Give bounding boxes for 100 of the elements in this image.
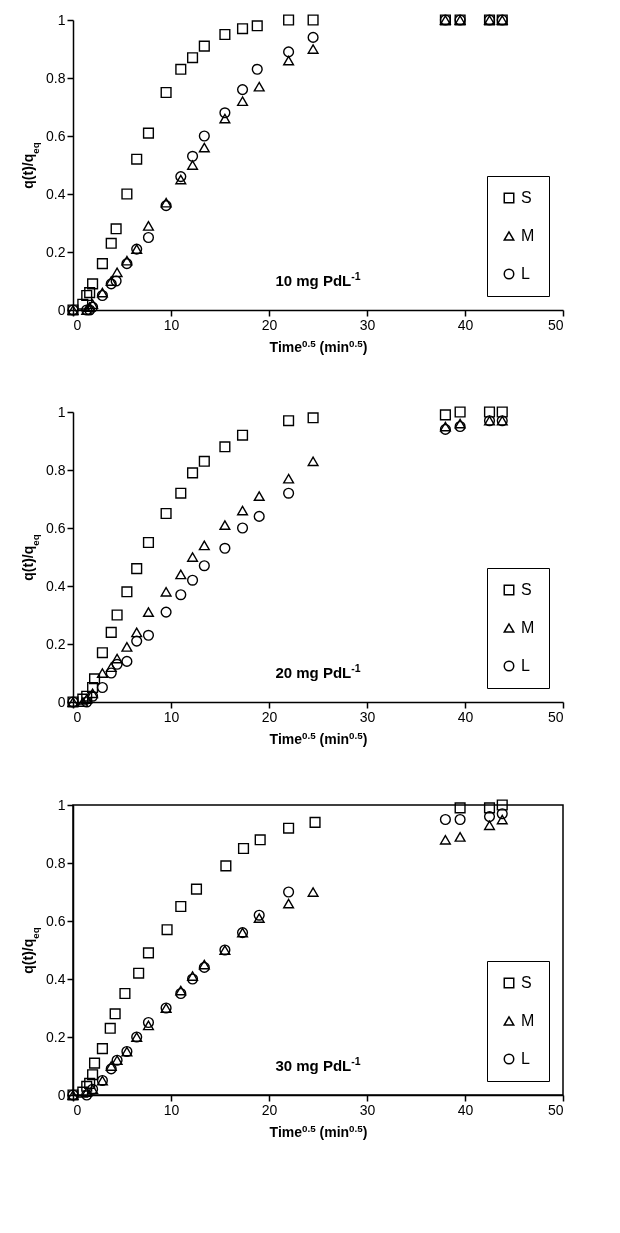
point (131, 563, 143, 575)
point (105, 237, 117, 249)
point (186, 467, 199, 479)
point (87, 1069, 99, 1081)
y-tick-label: 0 (57, 693, 66, 710)
point (236, 84, 249, 96)
point (175, 487, 187, 499)
point (175, 569, 187, 580)
point (219, 113, 231, 124)
point (160, 200, 172, 212)
legend-label: M (521, 619, 535, 636)
annotation: 20 mg PdL$^{-1}$ (275, 662, 361, 681)
point (96, 668, 108, 678)
y-tick-label: 0.4 (46, 185, 66, 202)
x-axis-title: Time$^{0.5}$ (min$^{0.5}$) (269, 729, 368, 747)
point (96, 1043, 108, 1055)
point (119, 987, 131, 1000)
point (254, 834, 266, 846)
legend-label: L (521, 265, 530, 282)
point (198, 540, 210, 551)
legend-label: M (521, 227, 535, 244)
point (142, 231, 155, 244)
point (142, 127, 155, 139)
point (131, 153, 143, 165)
point (160, 86, 172, 99)
point (251, 20, 263, 32)
point (219, 107, 231, 119)
point (307, 456, 319, 467)
point (186, 52, 199, 64)
point (121, 655, 133, 667)
point (483, 811, 496, 823)
point (175, 589, 187, 601)
point (283, 886, 295, 898)
x-tick-label: 0 (73, 708, 82, 725)
point (236, 505, 249, 516)
point (283, 822, 295, 834)
x-tick-label: 30 (359, 316, 376, 333)
point (175, 900, 187, 913)
point (236, 23, 249, 35)
y-tick-label: 0 (57, 1086, 66, 1103)
x-tick-label: 20 (261, 708, 278, 725)
legend-label: S (521, 189, 532, 206)
point (283, 415, 295, 427)
point (307, 14, 319, 26)
y-tick-label: 1 (57, 403, 66, 420)
point (105, 278, 117, 290)
point (160, 507, 172, 520)
point (190, 883, 203, 895)
point (496, 406, 508, 418)
point (283, 487, 295, 499)
y-tick-label: 1 (57, 796, 66, 813)
y-tick-label: 0.6 (46, 519, 66, 536)
point (307, 412, 319, 424)
legend-label: S (521, 581, 532, 598)
x-tick-label: 20 (261, 1101, 278, 1118)
point (237, 842, 250, 855)
point (81, 690, 93, 702)
point (160, 197, 172, 208)
point (283, 473, 295, 484)
point (496, 814, 508, 825)
y-tick-label: 0.8 (46, 461, 66, 478)
y-tick-label: 0.6 (46, 912, 66, 929)
x-tick-label: 30 (359, 1101, 376, 1118)
legend-label: L (521, 657, 530, 674)
point (121, 188, 133, 200)
point (175, 987, 187, 1000)
point (88, 673, 101, 685)
point (251, 63, 263, 75)
x-tick-label: 50 (547, 316, 564, 333)
point (198, 560, 210, 572)
point (77, 697, 89, 707)
point (105, 276, 117, 286)
y-tick-label: 0.4 (46, 577, 66, 594)
x-tick-label: 10 (163, 316, 180, 333)
point (105, 667, 117, 679)
point (220, 860, 232, 872)
point (454, 418, 466, 429)
point (87, 278, 99, 290)
point (219, 441, 231, 453)
point (198, 142, 210, 153)
x-axis-title: Time$^{0.5}$ (min$^{0.5}$) (269, 1122, 368, 1140)
point (142, 607, 155, 618)
point (439, 409, 451, 421)
x-tick-label: 50 (547, 708, 564, 725)
point (483, 406, 496, 418)
point (142, 1016, 155, 1029)
point (454, 831, 466, 842)
point (309, 816, 321, 828)
point (121, 641, 133, 652)
point (96, 681, 108, 694)
point (77, 298, 89, 310)
point (186, 150, 199, 162)
annotation: 30 mg PdL$^{-1}$ (275, 1055, 361, 1074)
point (283, 55, 295, 66)
point (496, 799, 508, 811)
x-tick-label: 40 (457, 1101, 474, 1118)
x-tick-label: 30 (359, 708, 376, 725)
point (110, 223, 122, 235)
point (253, 913, 265, 924)
point (307, 887, 319, 897)
